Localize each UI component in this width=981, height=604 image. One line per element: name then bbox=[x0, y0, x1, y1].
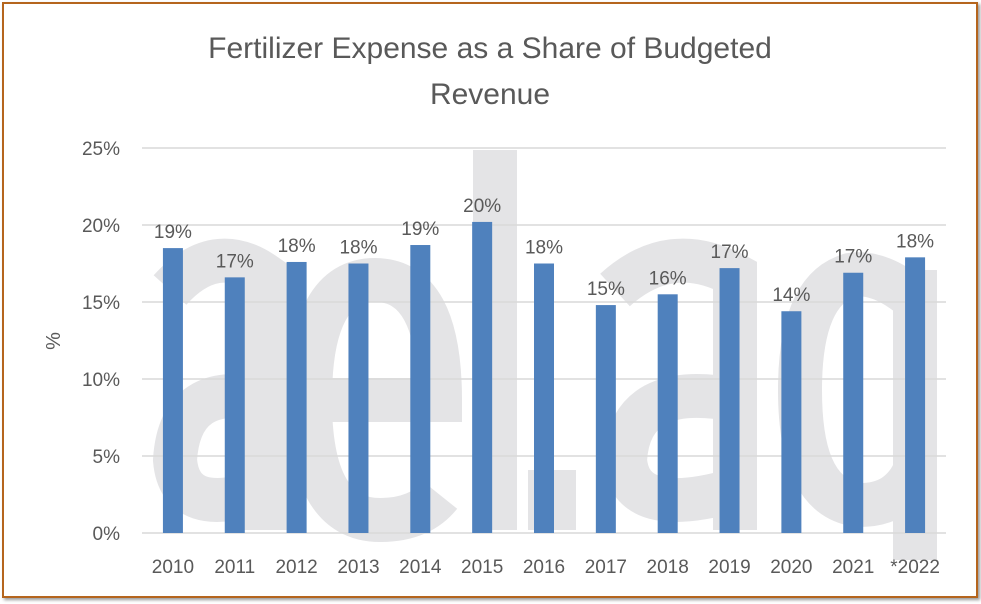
y-axis-label: % bbox=[43, 332, 65, 350]
x-tick-label: 2010 bbox=[152, 557, 194, 578]
y-tick-label: 5% bbox=[93, 447, 121, 468]
data-label: 18% bbox=[525, 238, 563, 259]
y-tick-label: 25% bbox=[82, 139, 120, 160]
x-tick-label: 2012 bbox=[275, 557, 317, 578]
data-label: 17% bbox=[834, 247, 872, 268]
x-tick-label: 2013 bbox=[337, 557, 379, 578]
data-label: 20% bbox=[463, 196, 501, 217]
bar-2011 bbox=[224, 277, 245, 533]
x-tick-label: 2018 bbox=[647, 557, 689, 578]
data-label: 16% bbox=[649, 268, 687, 289]
chart-title-line-2: Revenue bbox=[430, 78, 550, 111]
bar-2015 bbox=[472, 221, 493, 534]
x-tick-label: 2021 bbox=[832, 557, 874, 578]
x-tick-label: 2016 bbox=[523, 557, 565, 578]
bar-2010 bbox=[162, 248, 183, 533]
data-label: 17% bbox=[216, 251, 254, 272]
x-tick-label: 2017 bbox=[585, 557, 627, 578]
x-tick-label: *2022 bbox=[890, 557, 940, 578]
bar-2014 bbox=[410, 245, 431, 533]
x-tick-label: 2011 bbox=[214, 557, 255, 578]
bar-2019 bbox=[719, 268, 740, 533]
bar-2017 bbox=[595, 305, 616, 533]
y-tick-label: 10% bbox=[82, 370, 120, 391]
bar-*2022 bbox=[905, 257, 926, 533]
bar-2018 bbox=[657, 294, 678, 533]
bar-2013 bbox=[348, 263, 369, 533]
y-tick-label: 15% bbox=[82, 293, 120, 314]
data-label: 15% bbox=[587, 279, 625, 300]
bar-2012 bbox=[286, 261, 307, 533]
data-label: 18% bbox=[278, 236, 316, 257]
data-label: 19% bbox=[401, 219, 439, 240]
y-tick-label: 0% bbox=[93, 524, 121, 545]
y-tick-label: 20% bbox=[82, 216, 120, 237]
x-tick-label: 2014 bbox=[399, 557, 442, 578]
bar-2016 bbox=[534, 263, 554, 533]
x-tick-label: 2015 bbox=[461, 557, 503, 578]
bar-2021 bbox=[843, 272, 864, 533]
bar-2020 bbox=[781, 311, 802, 533]
x-tick-label: 2020 bbox=[770, 557, 812, 578]
data-label: 19% bbox=[154, 222, 192, 243]
data-label: 18% bbox=[339, 238, 377, 259]
data-label: 17% bbox=[711, 242, 749, 263]
chart-title-line-1: Fertilizer Expense as a Share of Budgete… bbox=[208, 32, 772, 65]
data-label: 18% bbox=[896, 231, 934, 252]
x-tick-label: 2019 bbox=[708, 557, 750, 578]
data-label: 14% bbox=[772, 285, 810, 306]
